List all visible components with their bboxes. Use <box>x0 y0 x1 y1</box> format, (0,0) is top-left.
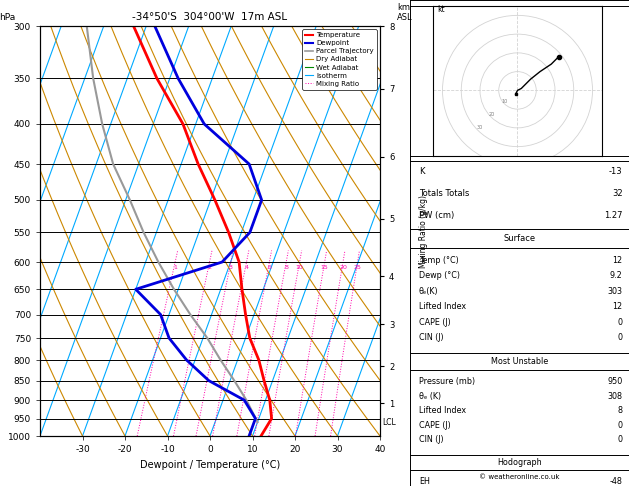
Text: 15: 15 <box>321 265 328 270</box>
Text: -48: -48 <box>610 477 623 486</box>
Text: 32: 32 <box>612 189 623 198</box>
Text: 303: 303 <box>608 287 623 295</box>
Text: CAPE (J): CAPE (J) <box>419 318 450 327</box>
Text: K: K <box>419 167 424 176</box>
Text: 1.27: 1.27 <box>604 211 623 220</box>
Text: 308: 308 <box>608 392 623 400</box>
Text: 2: 2 <box>208 265 211 270</box>
Text: 0: 0 <box>618 421 623 430</box>
Text: CIN (J): CIN (J) <box>419 333 443 342</box>
Y-axis label: Mixing Ratio (g/kg): Mixing Ratio (g/kg) <box>420 194 428 267</box>
Text: 8: 8 <box>284 265 288 270</box>
Text: Temp (°C): Temp (°C) <box>419 256 459 264</box>
Text: 1: 1 <box>173 265 177 270</box>
Text: CAPE (J): CAPE (J) <box>419 421 450 430</box>
Text: EH: EH <box>419 477 430 486</box>
Text: 0: 0 <box>618 435 623 444</box>
Text: 0: 0 <box>618 318 623 327</box>
Text: 30: 30 <box>476 124 482 130</box>
Text: 25: 25 <box>353 265 362 270</box>
Text: 20: 20 <box>339 265 347 270</box>
Text: km
ASL: km ASL <box>397 3 413 22</box>
Text: Totals Totals: Totals Totals <box>419 189 469 198</box>
Text: © weatheronline.co.uk: © weatheronline.co.uk <box>479 474 560 480</box>
Text: 3: 3 <box>229 265 233 270</box>
Text: 9.2: 9.2 <box>610 271 623 280</box>
Text: Surface: Surface <box>503 234 535 243</box>
Text: θₑ(K): θₑ(K) <box>419 287 438 295</box>
Text: 4: 4 <box>245 265 248 270</box>
Text: LCL: LCL <box>382 417 396 427</box>
Text: Most Unstable: Most Unstable <box>491 357 548 366</box>
Text: -13: -13 <box>609 167 623 176</box>
Text: 6: 6 <box>267 265 271 270</box>
Text: 28.09.2024  12GMT  (Base: 12): 28.09.2024 12GMT (Base: 12) <box>442 12 598 21</box>
Text: CIN (J): CIN (J) <box>419 435 443 444</box>
Text: Lifted Index: Lifted Index <box>419 406 466 415</box>
Text: θₑ (K): θₑ (K) <box>419 392 441 400</box>
Text: hPa: hPa <box>0 13 16 22</box>
Text: 12: 12 <box>612 256 623 264</box>
Text: Hodograph: Hodograph <box>497 458 542 467</box>
Text: kt: kt <box>437 5 445 14</box>
Text: 950: 950 <box>607 377 623 386</box>
Text: 10: 10 <box>501 99 508 104</box>
Text: 8: 8 <box>618 406 623 415</box>
Text: 20: 20 <box>489 112 495 117</box>
Legend: Temperature, Dewpoint, Parcel Trajectory, Dry Adiabat, Wet Adiabat, Isotherm, Mi: Temperature, Dewpoint, Parcel Trajectory… <box>303 30 377 89</box>
Text: Dewp (°C): Dewp (°C) <box>419 271 460 280</box>
Title: -34°50'S  304°00'W  17m ASL: -34°50'S 304°00'W 17m ASL <box>133 13 287 22</box>
Text: Lifted Index: Lifted Index <box>419 302 466 311</box>
X-axis label: Dewpoint / Temperature (°C): Dewpoint / Temperature (°C) <box>140 460 280 469</box>
Text: Pressure (mb): Pressure (mb) <box>419 377 475 386</box>
Text: PW (cm): PW (cm) <box>419 211 454 220</box>
Text: 12: 12 <box>612 302 623 311</box>
Text: 10: 10 <box>296 265 303 270</box>
Text: 0: 0 <box>618 333 623 342</box>
